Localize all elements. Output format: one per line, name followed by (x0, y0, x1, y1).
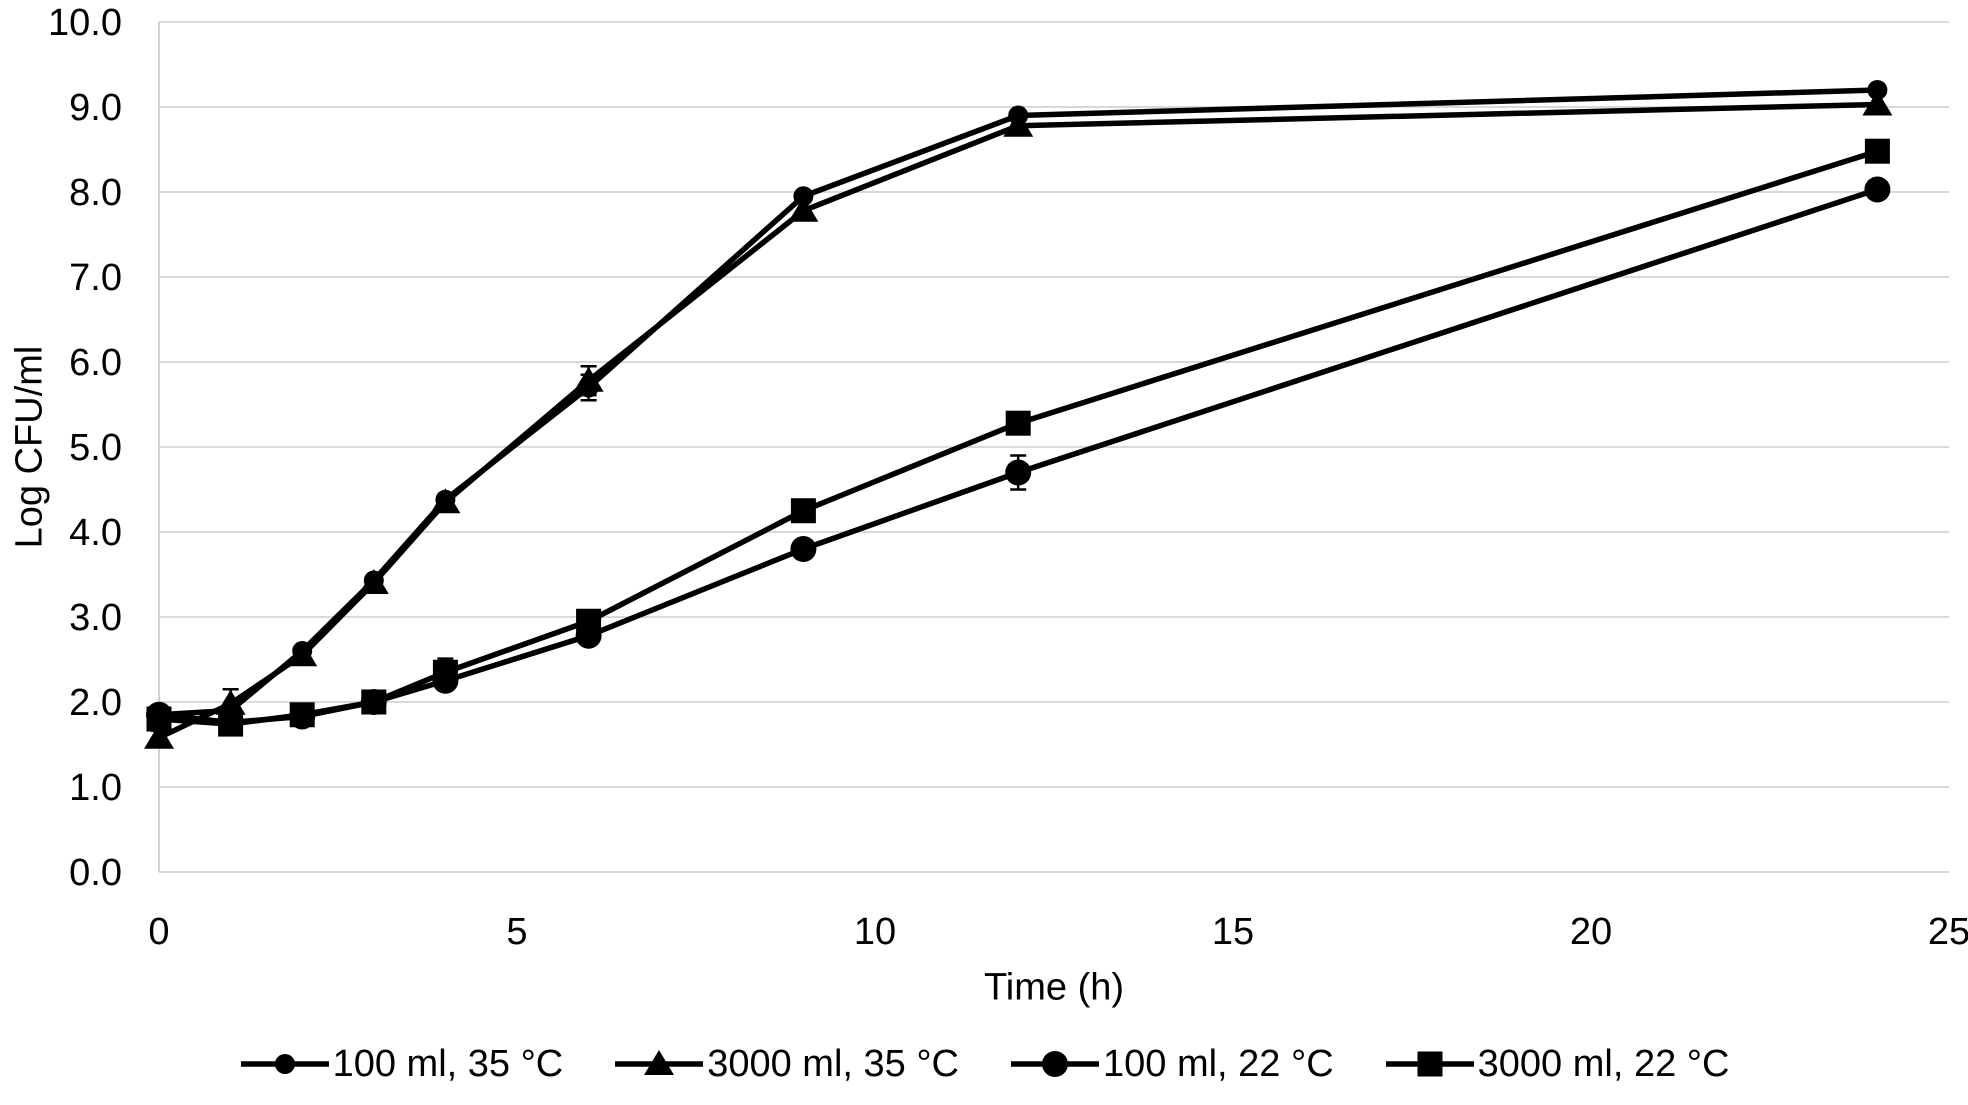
x-tick-label: 20 (1570, 911, 1612, 953)
legend: 100 ml, 35 °C 3000 ml, 35 °C 100 ml, 22 °C… (0, 1036, 1968, 1092)
y-tick-label: 9.0 (69, 87, 122, 129)
legend-triangle-marker-icon (615, 1050, 704, 1075)
series-markers-4-square-icon (146, 138, 1890, 737)
legend-label: 100 ml, 35 °C (332, 1042, 564, 1085)
x-tick-label: 5 (506, 911, 527, 953)
legend-circle-small-marker-icon (240, 1054, 329, 1074)
x-tick-label: 15 (1212, 911, 1254, 953)
series-errorbars-2 (151, 365, 597, 746)
x-tick-label: 25 (1928, 911, 1968, 953)
y-tick-label: 10.0 (48, 2, 122, 44)
x-axis-title: Time (h) (983, 966, 1125, 1009)
series-markers-2-triangle-icon (144, 90, 1893, 749)
legend-circle-large-marker-icon (1011, 1051, 1099, 1077)
y-tick-label: 5.0 (69, 427, 122, 469)
legend-label: 100 ml, 22 °C (1103, 1042, 1334, 1085)
x-tick-label: 10 (854, 911, 896, 953)
series-markers-1-circle-small-icon (149, 80, 1888, 725)
y-tick-label: 4.0 (69, 512, 122, 554)
series-line-4 (158, 148, 1879, 727)
x-tick-label: 0 (148, 911, 169, 953)
series-line-1 (158, 87, 1878, 718)
y-tick-label: 2.0 (69, 682, 122, 724)
y-tick-label: 3.0 (69, 597, 122, 639)
y-axis-title: Log CFU/ml (8, 345, 51, 549)
y-tick-label: 1.0 (69, 767, 122, 809)
y-tick-label: 0.0 (69, 852, 122, 894)
legend-label: 3000 ml, 35 °C (707, 1042, 959, 1085)
y-tick-label: 7.0 (69, 257, 122, 299)
legend-item-3: 100 ml, 22 °C (1009, 1042, 1334, 1086)
legend-label: 3000 ml, 22 °C (1477, 1042, 1730, 1085)
legend-square-marker-icon (1385, 1051, 1474, 1077)
legend-item-2: 3000 ml, 35 °C (613, 1042, 959, 1086)
plot-area: 0.0 1.0 2.0 3.0 4.0 5.0 6.0 7.0 8.0 9.0 10.0 0 5 10 15… (48, 2, 1968, 953)
legend-item-4: 3000 ml, 22 °C (1384, 1042, 1730, 1086)
y-tick-label: 6.0 (69, 342, 122, 384)
legend-item-1: 100 ml, 35 °C (239, 1042, 564, 1086)
y-tick-label: 8.0 (69, 172, 122, 214)
